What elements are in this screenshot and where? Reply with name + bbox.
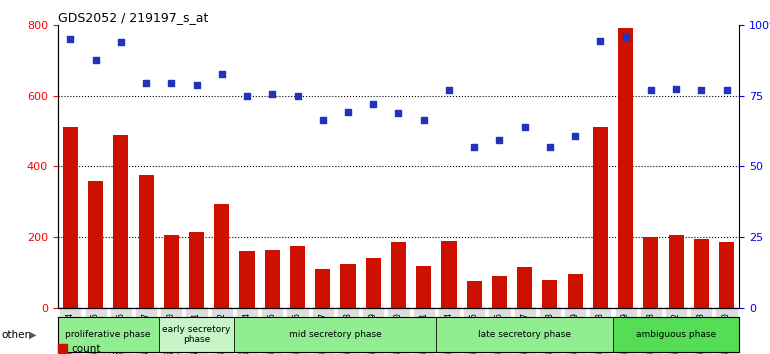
Bar [492, 276, 507, 308]
Bar [58, 317, 159, 352]
Bar [668, 235, 684, 308]
Point [443, 87, 455, 93]
Point [544, 144, 556, 150]
Point [644, 87, 657, 93]
Bar [441, 241, 457, 308]
Bar [567, 274, 583, 308]
Bar [542, 280, 557, 308]
Point [64, 36, 76, 42]
Point [417, 118, 430, 123]
Point [468, 144, 480, 150]
Point [241, 93, 253, 98]
Text: late secretory phase: late secretory phase [478, 330, 571, 339]
Bar [694, 239, 709, 308]
Bar [88, 181, 103, 308]
Bar [239, 251, 255, 308]
Point [518, 125, 531, 130]
Point [291, 93, 303, 98]
Text: count: count [72, 344, 101, 354]
Bar [58, 344, 67, 353]
Bar [517, 267, 532, 308]
Bar [290, 246, 305, 308]
Bar [113, 135, 129, 308]
Text: percentile rank within the sample: percentile rank within the sample [72, 353, 247, 354]
Bar [437, 317, 613, 352]
Point [316, 118, 329, 123]
Point [165, 80, 177, 86]
Point [670, 86, 682, 91]
Point [89, 57, 102, 63]
Bar [139, 175, 154, 308]
Point [367, 102, 380, 107]
Point [190, 82, 203, 88]
Point [569, 133, 581, 139]
Bar [189, 232, 204, 308]
Bar [234, 317, 437, 352]
Bar [391, 242, 406, 308]
Bar [340, 264, 356, 308]
Bar [643, 237, 658, 308]
Bar [719, 242, 734, 308]
Text: early secretory
phase: early secretory phase [162, 325, 231, 344]
Point [494, 137, 506, 143]
Bar [467, 281, 482, 308]
Point [342, 109, 354, 114]
Bar [315, 269, 330, 308]
Text: ambiguous phase: ambiguous phase [636, 330, 716, 339]
Point [721, 87, 733, 93]
Point [216, 72, 228, 77]
Bar [265, 250, 280, 308]
Text: proliferative phase: proliferative phase [65, 330, 151, 339]
Point [266, 91, 279, 97]
Text: other: other [2, 330, 29, 339]
Point [392, 110, 404, 116]
Point [594, 38, 607, 44]
Point [140, 80, 152, 86]
Bar [593, 127, 608, 308]
Bar [366, 258, 381, 308]
Point [619, 34, 631, 40]
Bar [613, 317, 739, 352]
Bar [63, 127, 78, 308]
Text: mid secretory phase: mid secretory phase [289, 330, 382, 339]
Bar [214, 204, 229, 308]
Bar [164, 235, 179, 308]
Bar [416, 266, 431, 308]
Bar [618, 28, 633, 308]
Bar [159, 317, 234, 352]
Point [695, 87, 708, 93]
Text: GDS2052 / 219197_s_at: GDS2052 / 219197_s_at [58, 11, 208, 24]
Point [115, 40, 127, 45]
Text: ▶: ▶ [29, 330, 37, 339]
